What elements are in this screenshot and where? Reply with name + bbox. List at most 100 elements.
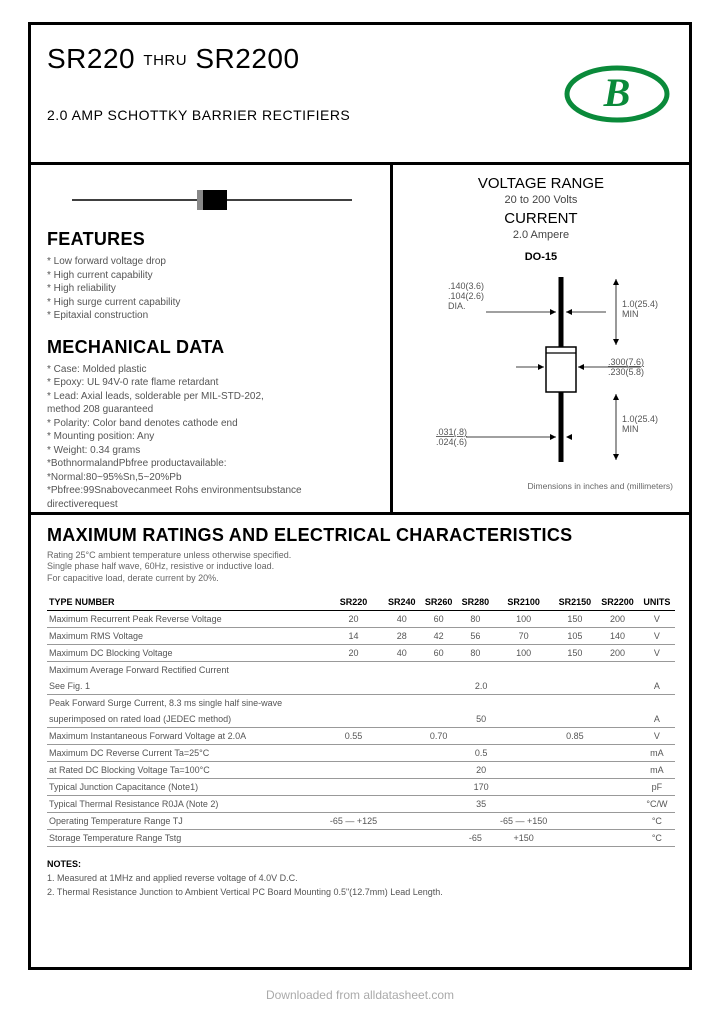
row-label: at Rated DC Blocking Voltage Ta=100°C bbox=[47, 761, 324, 778]
table-row: Maximum DC Reverse Current Ta=25°C0.5mA bbox=[47, 744, 675, 761]
cell bbox=[420, 829, 457, 846]
cell bbox=[324, 829, 384, 846]
cell bbox=[554, 829, 597, 846]
table-row: superimposed on rated load (JEDEC method… bbox=[47, 711, 675, 728]
cell bbox=[596, 694, 639, 711]
row-label: Operating Temperature Range TJ bbox=[47, 812, 324, 829]
cell: -65 bbox=[457, 829, 494, 846]
cell: 0.55 bbox=[324, 727, 384, 744]
cell bbox=[554, 694, 597, 711]
cell bbox=[457, 727, 494, 744]
mechanical-item: *BothnormalandPbfree productavailable: bbox=[47, 458, 378, 471]
mechanical-item: *Pbfree:99Snabovecanmeet Rohs environmen… bbox=[47, 485, 378, 498]
feature-item: * High reliability bbox=[47, 283, 378, 296]
row-label: Storage Temperature Range Tstg bbox=[47, 829, 324, 846]
mechanical-item: * Epoxy: UL 94V-0 rate flame retardant bbox=[47, 377, 378, 390]
cell: -65 — +125 bbox=[324, 812, 384, 829]
features-title: FEATURES bbox=[47, 229, 378, 250]
mechanical-title: MECHANICAL DATA bbox=[47, 337, 378, 358]
cell: 0.5 bbox=[324, 744, 639, 761]
cell: 56 bbox=[457, 627, 494, 644]
cell: 80 bbox=[457, 610, 494, 627]
cell bbox=[494, 661, 554, 678]
cell bbox=[324, 661, 384, 678]
mechanical-item: * Lead: Axial leads, solderable per MIL-… bbox=[47, 391, 378, 404]
thru-text: THRU bbox=[143, 52, 187, 69]
table-row: Typical Thermal Resistance R0JA (Note 2)… bbox=[47, 795, 675, 812]
logo-icon: B bbox=[562, 64, 672, 124]
feature-item: * Epitaxial construction bbox=[47, 310, 378, 323]
svg-text:DIA.: DIA. bbox=[448, 301, 466, 311]
datasheet-page: SR220 THRU SR2200 2.0 AMP SCHOTTKY BARRI… bbox=[28, 22, 692, 970]
svg-text:.300(7.6): .300(7.6) bbox=[608, 357, 644, 367]
table-row: Maximum RMS Voltage1428425670105140V bbox=[47, 627, 675, 644]
cell: A bbox=[639, 711, 675, 728]
mechanical-item: *Normal:80~95%Sn,5~20%Pb bbox=[47, 472, 378, 485]
cell: 35 bbox=[324, 795, 639, 812]
cell bbox=[494, 694, 554, 711]
cell: mA bbox=[639, 761, 675, 778]
cell: 70 bbox=[494, 627, 554, 644]
cell bbox=[383, 694, 420, 711]
footer-watermark: Downloaded from alldatasheet.com bbox=[0, 988, 720, 1002]
table-row: Maximum Average Forward Rectified Curren… bbox=[47, 661, 675, 678]
cell: 170 bbox=[324, 778, 639, 795]
table-header: SR2100 bbox=[494, 594, 554, 611]
svg-text:1.0(25.4): 1.0(25.4) bbox=[622, 299, 658, 309]
cell: 150 bbox=[554, 644, 597, 661]
table-row: Operating Temperature Range TJ-65 — +125… bbox=[47, 812, 675, 829]
cell bbox=[420, 812, 457, 829]
cell bbox=[457, 812, 494, 829]
table-header: SR260 bbox=[420, 594, 457, 611]
cell: 20 bbox=[324, 644, 384, 661]
package-outline-icon: .140(3.6) .104(2.6) DIA. 1.0(25.4) MIN .… bbox=[406, 267, 676, 477]
cell: 50 bbox=[324, 711, 639, 728]
subtitle: 2.0 AMP SCHOTTKY BARRIER RECTIFIERS bbox=[47, 107, 543, 123]
mechanical-item: method 208 guaranteed bbox=[47, 404, 378, 417]
cell bbox=[596, 812, 639, 829]
row-label: Typical Junction Capacitance (Note1) bbox=[47, 778, 324, 795]
cell: 14 bbox=[324, 627, 384, 644]
row-label: Maximum Instantaneous Forward Voltage at… bbox=[47, 727, 324, 744]
svg-text:1.0(25.4): 1.0(25.4) bbox=[622, 414, 658, 424]
cell: -65 — +150 bbox=[494, 812, 554, 829]
cell bbox=[596, 829, 639, 846]
cell: 40 bbox=[383, 644, 420, 661]
note-1: 1. Measured at 1MHz and applied reverse … bbox=[47, 873, 675, 883]
mechanical-item: * Mounting position: Any bbox=[47, 431, 378, 444]
cell: A bbox=[639, 678, 675, 695]
cell bbox=[639, 694, 675, 711]
notes-heading: NOTES: bbox=[47, 859, 675, 869]
table-header: SR2150 bbox=[554, 594, 597, 611]
cell: V bbox=[639, 727, 675, 744]
spec-table: TYPE NUMBERSR220SR240SR260SR280SR2100SR2… bbox=[47, 594, 675, 847]
cell: 0.70 bbox=[420, 727, 457, 744]
svg-text:.140(3.6): .140(3.6) bbox=[448, 281, 484, 291]
mechanical-item: * Case: Molded plastic bbox=[47, 364, 378, 377]
table-row: Maximum DC Blocking Voltage2040608010015… bbox=[47, 644, 675, 661]
row-label: Maximum RMS Voltage bbox=[47, 627, 324, 644]
cell: 150 bbox=[554, 610, 597, 627]
cell: 140 bbox=[596, 627, 639, 644]
feature-item: * High current capability bbox=[47, 270, 378, 283]
cell: 0.85 bbox=[554, 727, 597, 744]
feature-item: * Low forward voltage drop bbox=[47, 256, 378, 269]
mechanical-item: * Weight: 0.34 grams bbox=[47, 445, 378, 458]
cell bbox=[554, 661, 597, 678]
ratings-title: MAXIMUM RATINGS AND ELECTRICAL CHARACTER… bbox=[47, 525, 675, 546]
note-2: 2. Thermal Resistance Junction to Ambien… bbox=[47, 887, 675, 897]
cell bbox=[457, 661, 494, 678]
svg-text:.031(.8): .031(.8) bbox=[436, 427, 467, 437]
right-column: VOLTAGE RANGE 20 to 200 Volts CURRENT 2.… bbox=[393, 165, 689, 512]
cell: 42 bbox=[420, 627, 457, 644]
part-from: SR220 bbox=[47, 43, 135, 74]
mechanical-list: * Case: Molded plastic* Epoxy: UL 94V-0 … bbox=[47, 364, 378, 512]
table-row: Typical Junction Capacitance (Note1)170p… bbox=[47, 778, 675, 795]
table-row: Maximum Instantaneous Forward Voltage at… bbox=[47, 727, 675, 744]
cell bbox=[420, 661, 457, 678]
table-row: Storage Temperature Range Tstg-65+150°C bbox=[47, 829, 675, 846]
table-header: TYPE NUMBER bbox=[47, 594, 324, 611]
cell: 20 bbox=[324, 610, 384, 627]
dimension-note: Dimensions in inches and (millimeters) bbox=[403, 481, 679, 491]
title-line: SR220 THRU SR2200 bbox=[47, 43, 543, 75]
